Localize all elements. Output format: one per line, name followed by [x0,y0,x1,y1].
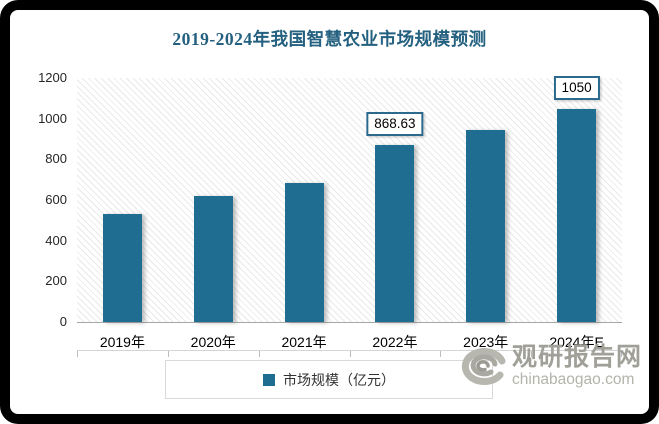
y-tick-label: 600 [45,192,67,207]
bar-2019年 [102,214,142,322]
x-tick-label: 2024年E [549,334,604,350]
y-tick-label: 1200 [38,70,67,85]
y-tick-label: 400 [45,232,67,248]
data-label-2022年: 868.63 [366,112,424,137]
x-tick-label: 2019年 [99,334,145,350]
bar-2023年 [466,130,506,322]
axis-tick-mark [258,351,260,357]
data-label-2024年E: 1050 [553,75,600,100]
bar-2021年 [284,182,324,322]
axis-tick-mark [349,351,351,357]
chart-canvas: 2019-2024年我国智慧农业市场规模预测 0 200 400 600 800 1000… [10,10,649,414]
x-tick-label: 2020年 [190,334,236,350]
x-tick-label: 2023年 [463,334,509,350]
legend-swatch [263,373,275,386]
x-tick-label: 2021年 [281,334,327,350]
legend-label: 市场规模（亿元） [283,371,395,388]
bar-2020年 [193,195,233,322]
legend: 市场规模（亿元） [165,360,493,399]
axis-tick-mark [531,351,533,357]
watermark-url: chinabaogao.com [512,371,635,388]
bar-2024年E [557,108,597,322]
axis-tick-mark [77,351,78,357]
y-tick-label: 1000 [38,110,67,126]
bar-2022年 [375,145,415,322]
x-axis: 2019年 2020年 2021年 2022年 2023年 2024年E [77,332,622,352]
y-axis: 0 200 400 600 800 1000 1200 [10,10,67,414]
x-tick-label: 2022年 [372,334,418,350]
y-tick-label: 200 [45,273,67,289]
y-tick-label: 0 [59,314,67,329]
chart-title: 2019-2024年我国智慧农业市场规模预测 [172,29,487,49]
axis-tick-mark [167,351,169,357]
axis-tick-mark [621,351,622,357]
axis-tick-mark [440,351,442,357]
x-axis-tick-row [77,350,622,357]
plot-area: 868.63 1050 [77,75,622,323]
y-tick-label: 800 [45,151,67,167]
